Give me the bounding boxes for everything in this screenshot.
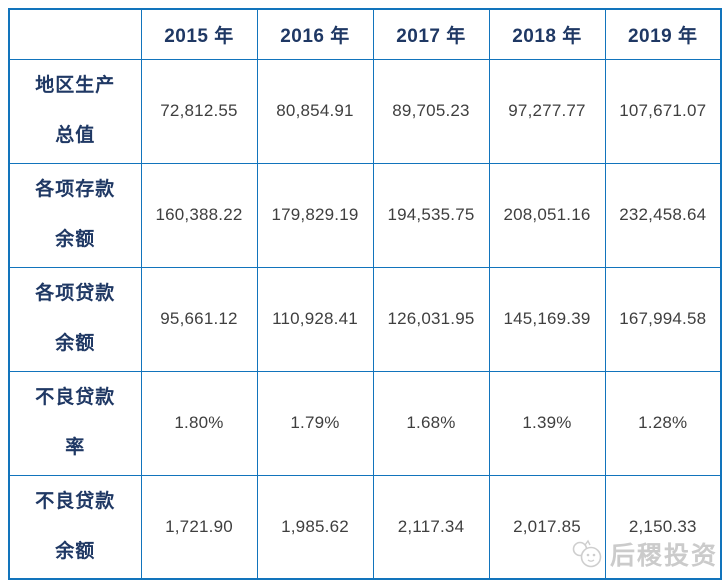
value-cell: 1.80% bbox=[140, 370, 258, 476]
value-cell: 1.79% bbox=[256, 370, 374, 476]
year-header-2016: 2016 年 bbox=[256, 8, 374, 60]
value-cell: 2,150.33 bbox=[604, 474, 722, 580]
table-row-deposits: 各项存款 余额 160,388.22 179,829.19 194,535.75… bbox=[8, 162, 722, 268]
row-label-line: 余额 bbox=[55, 333, 96, 354]
year-header-2019: 2019 年 bbox=[604, 8, 722, 60]
value-cell: 208,051.16 bbox=[488, 162, 606, 268]
row-label-npl-ratio: 不良贷款 率 bbox=[8, 370, 142, 476]
value-cell: 194,535.75 bbox=[372, 162, 490, 268]
row-label-gdp: 地区生产 总值 bbox=[8, 58, 142, 164]
value-cell: 72,812.55 bbox=[140, 58, 258, 164]
row-label-line: 各项贷款 bbox=[35, 283, 116, 304]
corner-cell bbox=[8, 8, 142, 60]
row-label-line: 地区生产 bbox=[35, 75, 116, 96]
row-label-deposits: 各项存款 余额 bbox=[8, 162, 142, 268]
table-row-gdp: 地区生产 总值 72,812.55 80,854.91 89,705.23 97… bbox=[8, 58, 722, 164]
value-cell: 126,031.95 bbox=[372, 266, 490, 372]
value-cell: 167,994.58 bbox=[604, 266, 722, 372]
value-cell: 95,661.12 bbox=[140, 266, 258, 372]
value-cell: 107,671.07 bbox=[604, 58, 722, 164]
table-row-npl-ratio: 不良贷款 率 1.80% 1.79% 1.68% 1.39% 1.28% bbox=[8, 370, 722, 476]
value-cell: 2,117.34 bbox=[372, 474, 490, 580]
value-cell: 179,829.19 bbox=[256, 162, 374, 268]
row-label-line: 不良贷款 bbox=[35, 387, 116, 408]
value-cell: 110,928.41 bbox=[256, 266, 374, 372]
year-header-2017: 2017 年 bbox=[372, 8, 490, 60]
table-row-loans: 各项贷款 余额 95,661.12 110,928.41 126,031.95 … bbox=[8, 266, 722, 372]
row-label-line: 总值 bbox=[55, 125, 96, 146]
row-label-line: 余额 bbox=[55, 540, 96, 562]
value-cell: 145,169.39 bbox=[488, 266, 606, 372]
value-cell: 89,705.23 bbox=[372, 58, 490, 164]
value-cell: 1.39% bbox=[488, 370, 606, 476]
value-cell: 160,388.22 bbox=[140, 162, 258, 268]
table-row-npl-balance: 不良贷款 余额 1,721.90 1,985.62 2,117.34 2,017… bbox=[8, 474, 722, 580]
value-cell: 1,985.62 bbox=[256, 474, 374, 580]
year-header-2018: 2018 年 bbox=[488, 8, 606, 60]
row-label-line: 各项存款 bbox=[35, 179, 116, 200]
financial-data-table: 2015 年 2016 年 2017 年 2018 年 2019 年 地区生产 … bbox=[8, 8, 722, 580]
value-cell: 2,017.85 bbox=[488, 474, 606, 580]
row-label-line: 率 bbox=[65, 437, 86, 458]
value-cell: 1.68% bbox=[372, 370, 490, 476]
row-label-npl-balance: 不良贷款 余额 bbox=[8, 474, 142, 580]
row-label-line: 余额 bbox=[55, 229, 96, 250]
value-cell: 1,721.90 bbox=[140, 474, 258, 580]
value-cell: 1.28% bbox=[604, 370, 722, 476]
value-cell: 232,458.64 bbox=[604, 162, 722, 268]
value-cell: 97,277.77 bbox=[488, 58, 606, 164]
row-label-loans: 各项贷款 余额 bbox=[8, 266, 142, 372]
year-header-2015: 2015 年 bbox=[140, 8, 258, 60]
value-cell: 80,854.91 bbox=[256, 58, 374, 164]
row-label-line: 不良贷款 bbox=[35, 490, 116, 512]
header-row: 2015 年 2016 年 2017 年 2018 年 2019 年 bbox=[8, 8, 722, 60]
